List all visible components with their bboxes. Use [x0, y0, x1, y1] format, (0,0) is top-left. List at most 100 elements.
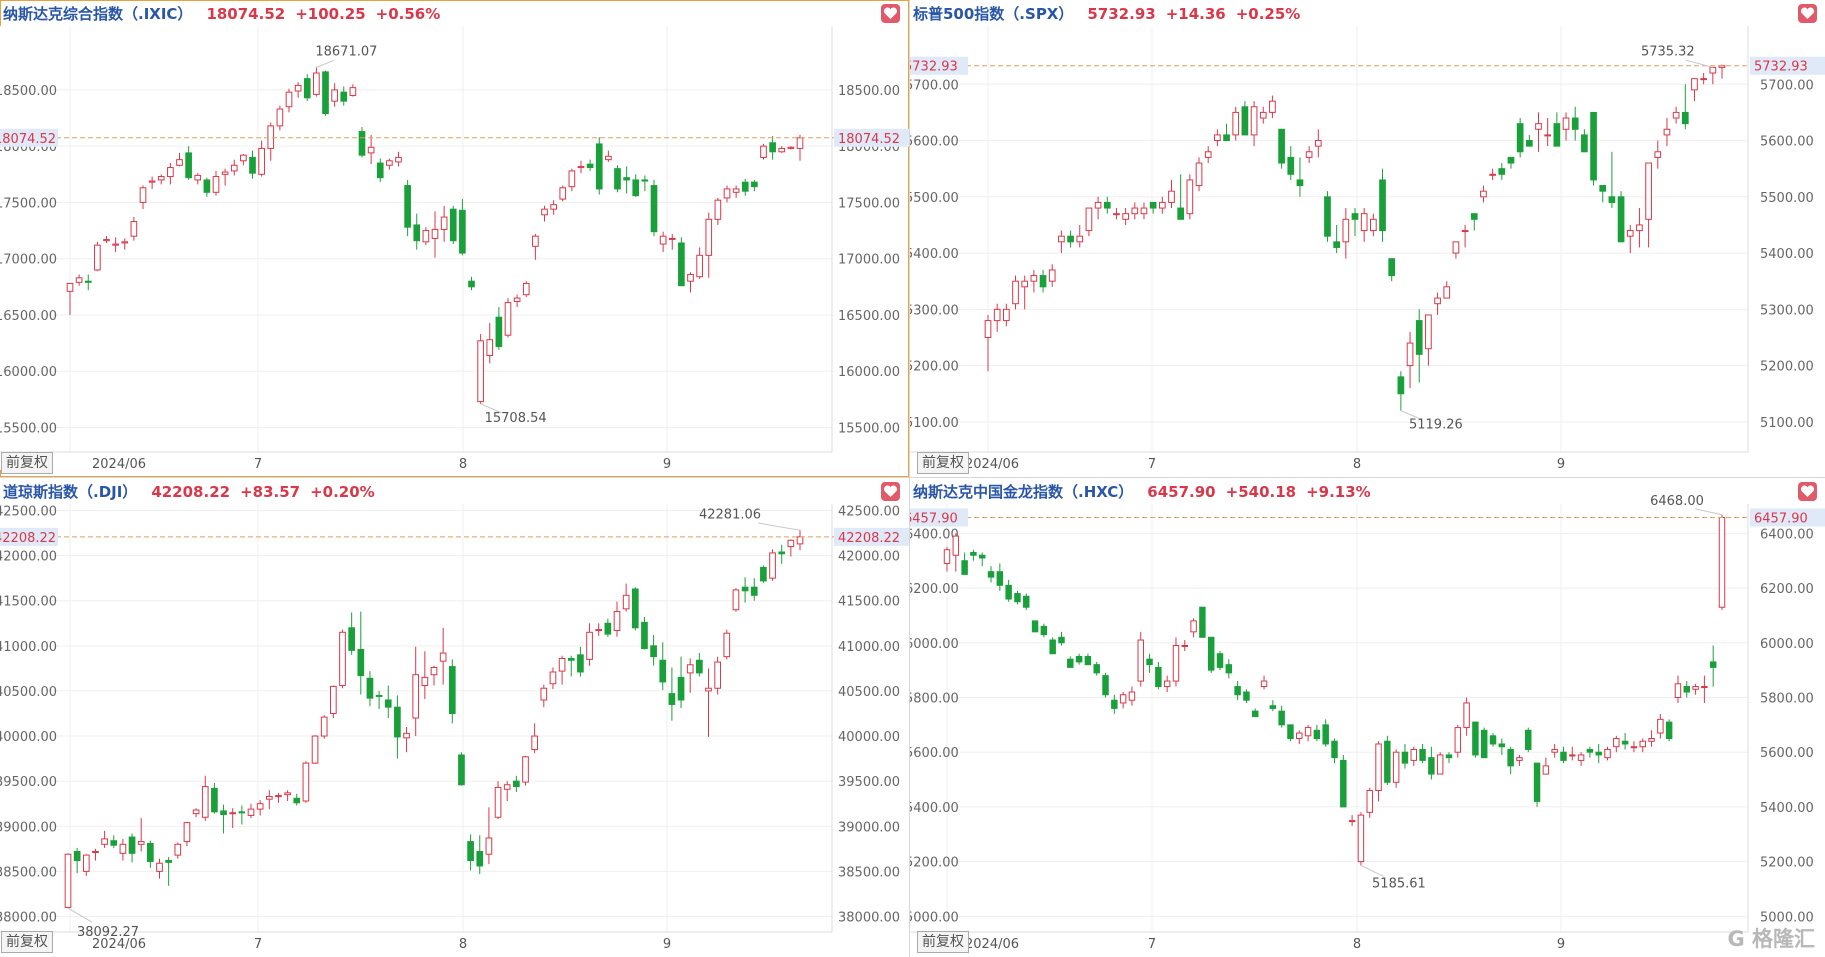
y-tick-label-left: 5800.00 — [910, 691, 959, 706]
candlestick-chart[interactable]: 18500.0018500.0018000.0018000.0017500.00… — [0, 0, 909, 477]
candle-body-down — [668, 693, 676, 705]
horizontal-divider — [0, 477, 1825, 478]
candle-body-down — [249, 156, 256, 174]
watermark-text: 格隆汇 — [1752, 927, 1815, 951]
y-tick-label-right: 18500.00 — [838, 84, 900, 99]
index-name[interactable]: 纳斯达克综合指数（.IXIC） — [3, 5, 193, 23]
candle-body-down — [513, 780, 520, 788]
candle-body-down — [978, 554, 986, 559]
index-price: 42208.22 — [151, 483, 231, 501]
candle-body-up — [723, 188, 731, 199]
candle-body-down — [1333, 241, 1340, 248]
candle-body-up — [605, 155, 612, 161]
adjust-toggle-button[interactable]: 前复权 — [1, 931, 53, 953]
candle-body-up — [1663, 128, 1671, 136]
candle-body-up — [1304, 727, 1312, 737]
chart-panel-ixic[interactable]: 纳斯达克综合指数（.IXIC） 18074.52 +100.25 +0.56% 185… — [0, 0, 909, 477]
candle-body-up — [1569, 754, 1576, 757]
candle-body-up — [1626, 230, 1634, 237]
adjust-toggle-button[interactable]: 前复权 — [1, 452, 53, 474]
candle-body-down — [970, 552, 977, 556]
x-tick-label: 2024/06 — [965, 937, 1019, 952]
candle-body-up — [1085, 207, 1093, 232]
candle-body-down — [1621, 740, 1629, 745]
candle-body-up — [1562, 117, 1570, 130]
y-tick-label-left: 6400.00 — [910, 527, 959, 542]
current-price-label-left: 42208.22 — [0, 531, 56, 546]
y-tick-label-left: 15500.00 — [0, 421, 57, 436]
candle-body-down — [604, 622, 612, 635]
candle-body-up — [622, 594, 630, 610]
candle-body-down — [303, 78, 311, 99]
y-tick-label-left: 5300.00 — [910, 303, 959, 318]
candle-body-up — [1639, 740, 1646, 748]
low-annotation-leader — [1360, 864, 1384, 877]
candle-body-down — [1608, 196, 1616, 203]
candle-body-up — [1076, 235, 1084, 243]
candle-body-down — [577, 654, 584, 673]
chart-panel-hxc[interactable]: 纳斯达克中国金龙指数（.HXC） 6457.90 +540.18 +9.13% 640… — [910, 478, 1825, 957]
candle-body-up — [796, 536, 804, 545]
candle-body-up — [1709, 66, 1717, 74]
candle-body-down — [203, 179, 211, 193]
candle-body-down — [1525, 729, 1532, 750]
candle-body-up — [412, 674, 420, 719]
candle-body-up — [439, 652, 447, 662]
candle-body-down — [1445, 754, 1453, 759]
low-annotation-leader — [1400, 410, 1423, 421]
candlestick-chart[interactable]: 5700.00 5700.00 5600.00 5600.00 5500.00 5500.… — [910, 0, 1825, 477]
candle-body-down — [1058, 636, 1065, 644]
candle-body-down — [1014, 593, 1021, 603]
y-tick-label-left: 5200.00 — [910, 856, 959, 871]
y-tick-label-left: 16500.00 — [0, 309, 57, 324]
candle-body-up — [723, 632, 731, 658]
y-tick-label-left: 18500.00 — [0, 84, 57, 99]
y-tick-label-left: 17000.00 — [0, 253, 57, 268]
adjust-toggle-button[interactable]: 前复权 — [917, 452, 969, 474]
panel-title: 标普500指数（.SPX） 5732.93 +14.36 +0.25% — [913, 3, 1300, 25]
favorite-heart-icon[interactable] — [1798, 482, 1817, 501]
candle-body-down — [1388, 258, 1396, 277]
candle-body-down — [1234, 686, 1241, 696]
candle-body-down — [1401, 751, 1409, 764]
candle-body-up — [532, 235, 539, 247]
candle-body-up — [577, 165, 585, 169]
y-tick-label-left: 5200.00 — [910, 360, 959, 375]
candle-body-down — [650, 645, 657, 658]
index-name[interactable]: 纳斯达克中国金龙指数（.HXC） — [913, 483, 1134, 501]
chart-panel-spx[interactable]: 标普500指数（.SPX） 5732.93 +14.36 +0.25% 5700.00… — [910, 0, 1825, 477]
candlestick-chart[interactable]: 6400.00 6400.00 6200.00 6200.00 6000.00 6000.… — [910, 478, 1825, 957]
favorite-heart-icon[interactable] — [881, 4, 900, 23]
y-tick-label-right: 5100.00 — [1760, 416, 1814, 431]
candle-body-up — [513, 297, 521, 302]
candle-body-down — [567, 657, 575, 661]
index-name[interactable]: 道琼斯指数（.DJI） — [3, 483, 138, 501]
y-tick-label-right: 15500.00 — [838, 421, 900, 436]
candle-body-down — [1384, 740, 1391, 783]
candle-body-up — [82, 854, 90, 872]
candle-body-up — [1195, 162, 1203, 187]
adjust-toggle-button[interactable]: 前复权 — [917, 931, 969, 953]
low-annotation: 5185.61 — [1372, 876, 1426, 891]
index-change: +14.36 — [1165, 5, 1226, 23]
candle-body-up — [302, 762, 310, 802]
index-name[interactable]: 标普500指数（.SPX） — [913, 5, 1074, 23]
favorite-heart-icon[interactable] — [881, 482, 900, 501]
chart-panel-dji[interactable]: 道琼斯指数（.DJI） 42208.22 +83.57 +0.20% 42500.00… — [0, 478, 909, 957]
y-tick-label-right: 40500.00 — [838, 685, 900, 700]
high-annotation-leader — [1694, 508, 1723, 516]
candlestick-chart[interactable]: 42500.00 42500.00 42000.00 42000.00 41500.00… — [0, 478, 909, 957]
candle-body-up — [112, 243, 119, 246]
candle-body-up — [1305, 151, 1313, 158]
candle-body-up — [201, 786, 209, 818]
x-tick-label: 9 — [663, 457, 671, 472]
watermark-logo-icon: G — [1727, 927, 1745, 951]
current-price-label-right: 42208.22 — [838, 531, 900, 546]
candle-body-up — [386, 160, 393, 166]
candle-body-up — [541, 208, 548, 216]
candle-body-up — [769, 552, 776, 579]
favorite-heart-icon[interactable] — [1798, 4, 1817, 23]
candle-body-down — [128, 836, 136, 854]
candle-body-down — [1075, 655, 1083, 663]
current-price-label-right: 5732.93 — [1754, 60, 1808, 75]
